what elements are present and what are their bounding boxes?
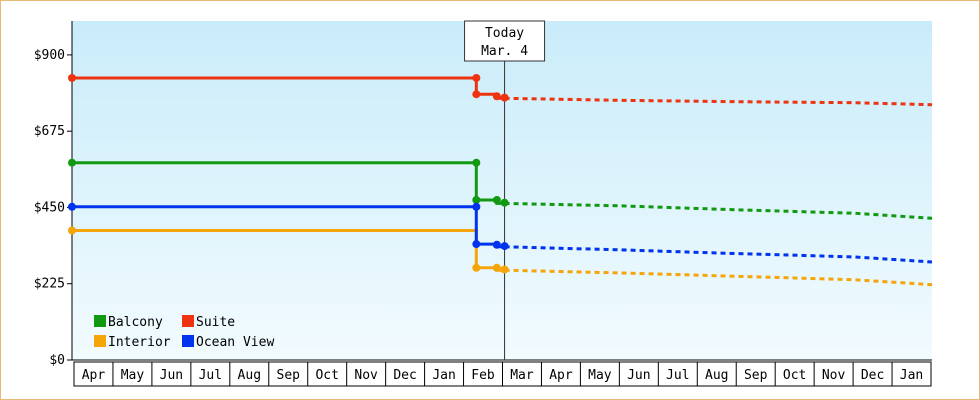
month-label: Jul <box>199 368 222 383</box>
legend: Balcony Suite Interior Ocean View <box>94 315 274 350</box>
series-layer <box>68 73 933 287</box>
forecast-line-balcony <box>504 201 933 220</box>
data-point-suite <box>500 93 509 102</box>
month-label: Jul <box>666 368 689 383</box>
today-date: Mar. 4 <box>481 44 528 59</box>
forecast-line-suite <box>504 96 933 107</box>
month-label: Feb <box>471 368 495 383</box>
legend-swatch-ocean-view <box>182 335 194 347</box>
today-label: Today <box>485 26 524 41</box>
month-label: May <box>588 368 612 383</box>
legend-label-balcony: Balcony <box>108 315 163 330</box>
month-label: Jun <box>627 368 650 383</box>
data-point-ocean-view <box>500 242 509 251</box>
data-point-balcony <box>492 195 501 204</box>
data-point-suite <box>472 73 481 82</box>
y-tick-label: $0 <box>49 353 65 368</box>
data-point-balcony <box>472 195 481 204</box>
month-label: May <box>121 368 145 383</box>
month-label: Jan <box>432 368 455 383</box>
y-tick-label: $900 <box>34 48 65 63</box>
legend-swatch-interior <box>94 335 106 347</box>
month-label: Sep <box>277 368 301 383</box>
data-point-balcony <box>68 158 76 167</box>
month-label: Apr <box>82 368 106 383</box>
x-axis: Apr May Jun Jul Aug Sep Oct Nov Dec Jan Feb Mar Apr M… <box>72 359 932 387</box>
month-label: Nov <box>822 368 846 383</box>
data-point-ocean-view <box>68 202 76 211</box>
data-point-interior <box>492 263 501 272</box>
month-label: Mar <box>510 368 534 383</box>
month-label: Apr <box>549 368 573 383</box>
legend-swatch-balcony <box>94 315 106 327</box>
legend-swatch-suite <box>182 315 194 327</box>
data-point-interior <box>68 226 76 235</box>
month-label: Sep <box>744 368 768 383</box>
forecast-line-interior <box>504 268 933 287</box>
legend-label-suite: Suite <box>196 315 235 330</box>
data-point-interior <box>472 263 481 272</box>
forecast-line-ocean-view <box>504 245 933 264</box>
month-label: Jan <box>900 368 923 383</box>
y-tick-label: $225 <box>34 277 65 292</box>
data-point-ocean-view <box>472 240 481 249</box>
legend-label-interior: Interior <box>108 335 171 350</box>
data-point-ocean-view <box>472 202 481 211</box>
month-label: Aug <box>705 368 728 383</box>
month-label: Oct <box>783 368 806 383</box>
month-label: Dec <box>393 368 416 383</box>
plot-background <box>72 21 932 360</box>
month-label: Oct <box>315 368 338 383</box>
y-tick-label: $675 <box>34 124 65 139</box>
legend-label-ocean-view: Ocean View <box>196 335 274 350</box>
data-point-suite <box>492 92 501 101</box>
data-point-suite <box>68 73 76 82</box>
y-tick-label: $450 <box>34 200 65 215</box>
data-point-interior <box>500 265 509 274</box>
today-marker: Today Mar. 4 <box>464 20 546 360</box>
y-axis: $0 $225 $450 $675 $900 <box>34 21 73 368</box>
data-point-ocean-view <box>492 240 501 249</box>
month-label: Aug <box>238 368 261 383</box>
month-label: Nov <box>354 368 378 383</box>
data-point-balcony <box>500 198 509 207</box>
month-label: Jun <box>160 368 183 383</box>
today-box <box>464 20 546 62</box>
data-point-balcony <box>472 158 481 167</box>
data-point-suite <box>472 90 481 99</box>
month-label: Dec <box>861 368 884 383</box>
